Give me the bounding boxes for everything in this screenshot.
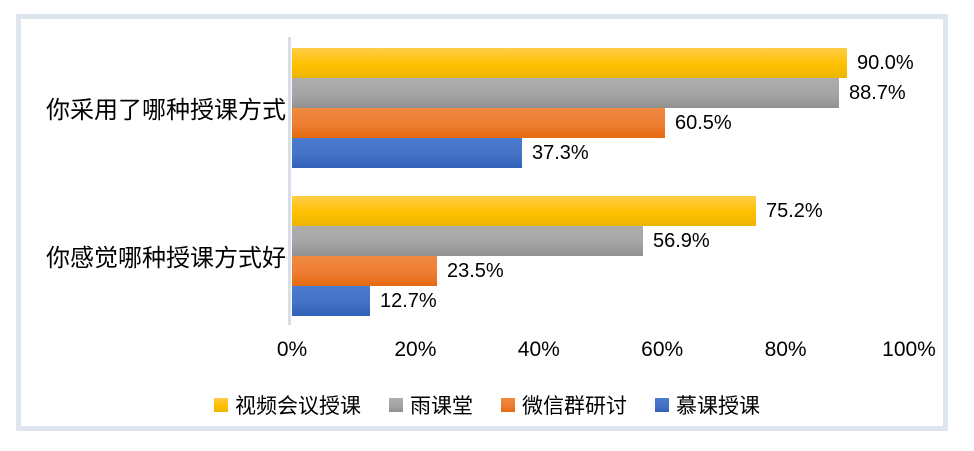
legend-label-2: 微信群研讨	[522, 395, 627, 418]
legend-item-2: 微信群研讨	[501, 390, 627, 420]
legend-item-1: 雨课堂	[389, 390, 473, 420]
legend: 视频会议授课 雨课堂 微信群研讨 慕课授课	[0, 390, 974, 420]
x-tick-label-2: 40%	[517, 338, 560, 361]
data-label-series0-cat0: 90.0%	[857, 52, 914, 74]
bar-series2-cat0	[292, 108, 665, 138]
data-label-series3-cat0: 37.3%	[532, 142, 589, 164]
legend-swatch-icon	[655, 398, 669, 412]
data-label-series3-cat1: 12.7%	[380, 290, 437, 312]
legend-swatch-icon	[501, 398, 515, 412]
x-tick-label-5: 100%	[882, 338, 936, 361]
legend-label-1: 雨课堂	[410, 395, 473, 418]
legend-item-3: 慕课授课	[655, 390, 760, 420]
x-tick-label-4: 80%	[764, 338, 807, 361]
bar-series2-cat1	[292, 256, 437, 286]
bar-series1-cat1	[292, 226, 643, 256]
x-tick-label-0: 0%	[276, 338, 308, 361]
category-label-1: 你感觉哪种授课方式好	[46, 245, 286, 272]
legend-label-0: 视频会议授课	[235, 395, 361, 418]
data-label-series2-cat1: 23.5%	[447, 260, 504, 282]
x-tick-label-1: 20%	[394, 338, 437, 361]
x-tick-label-3: 60%	[641, 338, 684, 361]
legend-swatch-icon	[214, 398, 228, 412]
data-label-series2-cat0: 60.5%	[675, 112, 732, 134]
y-axis-line	[288, 37, 291, 325]
data-label-series0-cat1: 75.2%	[766, 200, 823, 222]
category-label-0: 你采用了哪种授课方式	[46, 97, 286, 124]
data-label-series1-cat1: 56.9%	[653, 230, 710, 252]
bar-series0-cat0	[292, 48, 847, 78]
data-label-series1-cat0: 88.7%	[849, 82, 906, 104]
legend-swatch-icon	[389, 398, 403, 412]
bar-series0-cat1	[292, 196, 756, 226]
bar-series1-cat0	[292, 78, 839, 108]
legend-item-0: 视频会议授课	[214, 390, 361, 420]
legend-label-3: 慕课授课	[676, 395, 760, 418]
bar-series3-cat0	[292, 138, 522, 168]
bar-series3-cat1	[292, 286, 370, 316]
